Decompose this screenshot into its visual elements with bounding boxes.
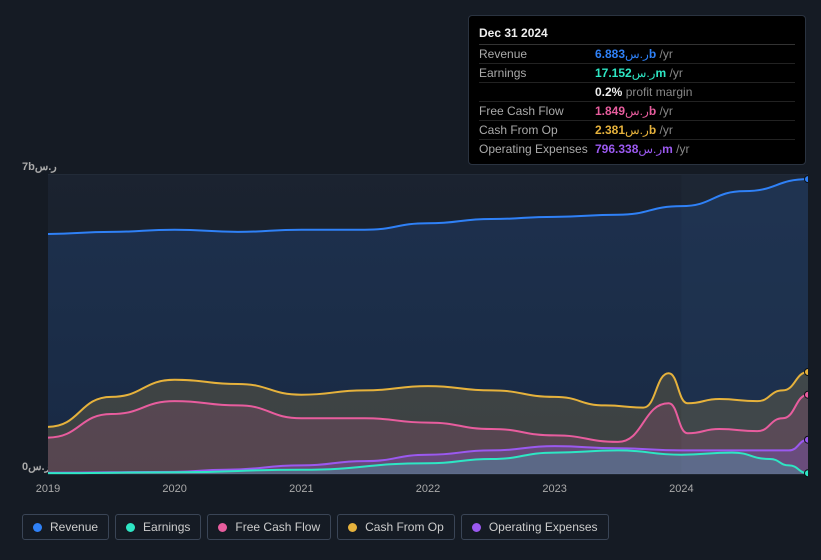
legend-item[interactable]: Earnings [115, 514, 201, 540]
x-tick: 2020 [162, 483, 186, 495]
y-axis-max: ر.س7b [22, 160, 57, 173]
tooltip-row: Free Cash Flow1.849ر.سb /yr [479, 102, 795, 121]
tooltip-row-value: 796.338ر.سm /yr [595, 142, 690, 156]
financials-chart[interactable]: ر.س7b ر.س0 2019 2020 2021 2022 2023 2024 [0, 158, 821, 518]
tooltip-row-value: 2.381ر.سb /yr [595, 123, 673, 137]
tooltip-row-value: 17.152ر.سm /yr [595, 66, 683, 80]
tooltip-row: Operating Expenses796.338ر.سm /yr [479, 140, 795, 158]
legend-item[interactable]: Cash From Op [337, 514, 455, 540]
x-tick: 2021 [289, 483, 313, 495]
tooltip-date: Dec 31 2024 [479, 22, 795, 45]
tooltip-row: 0.2% profit margin [479, 83, 795, 102]
tooltip-row-value: 1.849ر.سb /yr [595, 104, 673, 118]
legend-dot-icon [348, 523, 357, 532]
tooltip-row-label: Earnings [479, 66, 595, 80]
tooltip-row: Revenue6.883ر.سb /yr [479, 45, 795, 64]
x-tick: 2019 [36, 483, 60, 495]
legend-dot-icon [33, 523, 42, 532]
tooltip-row-label: Cash From Op [479, 123, 595, 137]
legend: Revenue Earnings Free Cash Flow Cash From O… [22, 514, 609, 540]
chart-plot [48, 174, 808, 482]
x-tick: 2023 [542, 483, 566, 495]
legend-label: Cash From Op [365, 520, 444, 534]
legend-label: Revenue [50, 520, 98, 534]
tooltip-row-label: Revenue [479, 47, 595, 61]
y-axis-min: ر.س0 [22, 460, 50, 473]
tooltip-row: Cash From Op2.381ر.سb /yr [479, 121, 795, 140]
tooltip-row-extra: 0.2% profit margin [595, 85, 692, 99]
tooltip-row: Earnings17.152ر.سm /yr [479, 64, 795, 83]
legend-item[interactable]: Free Cash Flow [207, 514, 331, 540]
data-tooltip: Dec 31 2024 Revenue6.883ر.سb /yrEarnings… [468, 15, 806, 165]
legend-label: Operating Expenses [489, 520, 598, 534]
x-axis: 201920202021202220232024 [48, 483, 808, 503]
legend-dot-icon [126, 523, 135, 532]
legend-dot-icon [472, 523, 481, 532]
legend-item[interactable]: Revenue [22, 514, 109, 540]
tooltip-row-label: Free Cash Flow [479, 104, 595, 118]
tooltip-row-value: 6.883ر.سb /yr [595, 47, 673, 61]
tooltip-row-label: Operating Expenses [479, 142, 595, 156]
x-tick: 2024 [669, 483, 693, 495]
x-tick: 2022 [416, 483, 440, 495]
tooltip-rows: Revenue6.883ر.سb /yrEarnings17.152ر.سm /… [479, 45, 795, 158]
legend-label: Free Cash Flow [235, 520, 320, 534]
legend-item[interactable]: Operating Expenses [461, 514, 609, 540]
legend-dot-icon [218, 523, 227, 532]
legend-label: Earnings [143, 520, 190, 534]
